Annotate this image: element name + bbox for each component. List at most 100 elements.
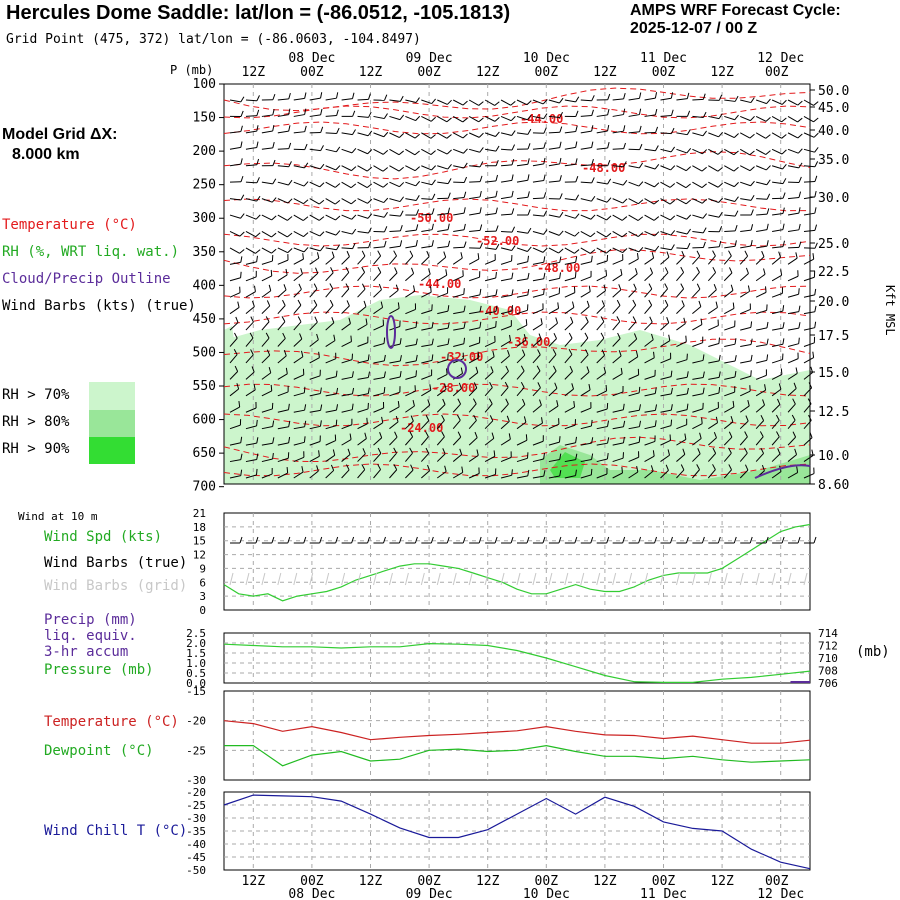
wind-barb-shaft bbox=[580, 306, 590, 315]
wind-barb-shaft bbox=[373, 325, 384, 331]
grid-wind-barb bbox=[755, 572, 760, 586]
wind-barb-shaft bbox=[421, 229, 433, 232]
wind-barb-feather bbox=[654, 387, 657, 394]
wind-barb-feather bbox=[782, 223, 785, 230]
sfc-wind-barb-feather bbox=[606, 536, 610, 544]
wind-barb-shaft bbox=[261, 130, 273, 134]
wind-barb-shaft bbox=[564, 459, 576, 463]
wind-barb-shaft bbox=[771, 292, 783, 298]
wind-barb-shaft bbox=[484, 356, 495, 364]
wind-barb-feather bbox=[654, 404, 658, 411]
wind-barb-shaft bbox=[309, 375, 321, 380]
wind-barb-shaft bbox=[437, 374, 448, 380]
wind-barb-shaft bbox=[516, 196, 528, 200]
wind-barb-feather bbox=[430, 286, 432, 293]
wind-barb-feather bbox=[715, 416, 719, 423]
wind-barb-shaft bbox=[405, 326, 417, 331]
wind-barb-feather bbox=[636, 466, 639, 473]
wind-barb-feather bbox=[792, 431, 797, 438]
wind-barb-feather bbox=[303, 386, 306, 393]
rh-key-80-label: RH > 80% bbox=[2, 414, 70, 430]
wind-barb-shaft bbox=[357, 288, 366, 298]
wind-barb-shaft bbox=[755, 148, 767, 155]
wind-barb-feather bbox=[730, 415, 734, 422]
wind-barb-shaft bbox=[453, 148, 464, 154]
wind-y-tick: 21 bbox=[193, 507, 206, 520]
wind-barb-feather bbox=[605, 232, 612, 238]
height-tick-label: 8.60 bbox=[818, 478, 849, 493]
wind-barb-shaft bbox=[803, 132, 815, 138]
wind-barb-shaft bbox=[501, 148, 513, 151]
wind-barb-shaft bbox=[676, 341, 687, 347]
wind-barb-feather bbox=[335, 404, 339, 411]
wind-barb-feather bbox=[798, 207, 801, 214]
wind-barb-feather bbox=[511, 226, 516, 233]
wind-barb-shaft bbox=[516, 457, 528, 463]
wind-barb-feather bbox=[288, 420, 291, 427]
wind-barb-feather bbox=[329, 283, 334, 290]
model-grid-value: 8.000 km bbox=[12, 146, 80, 163]
wind-barb-shaft bbox=[740, 326, 751, 331]
wind-barb-shaft bbox=[341, 148, 353, 154]
wind-barb-shaft bbox=[771, 165, 783, 170]
wind-barb-feather bbox=[623, 125, 626, 132]
wind-barb-shaft bbox=[293, 114, 305, 117]
wind-barb-feather bbox=[543, 229, 548, 235]
grid-wind-barb bbox=[612, 572, 617, 586]
wind-barb-shaft bbox=[245, 164, 257, 167]
wind-barb-feather bbox=[240, 158, 243, 165]
wind-barb-shaft bbox=[644, 148, 656, 152]
sfc-wind-barb-feather bbox=[271, 536, 275, 544]
wind-barb-feather bbox=[383, 371, 386, 378]
wind-barb-feather bbox=[266, 349, 271, 356]
wind-barb-feather bbox=[653, 199, 660, 205]
wind-barb-feather bbox=[504, 381, 509, 388]
wind-barb-shaft bbox=[708, 246, 720, 249]
wind-barb-feather bbox=[319, 182, 325, 188]
wind-barb-shaft bbox=[261, 458, 273, 463]
wind-barb-feather bbox=[554, 382, 558, 389]
wind-barb-feather bbox=[443, 251, 447, 258]
wind-barb-shaft bbox=[708, 115, 720, 120]
grid-wind-barb bbox=[436, 572, 441, 586]
wind-barb-shaft bbox=[628, 247, 640, 253]
wind-barb-shaft bbox=[277, 391, 289, 397]
height-tick-label: 10.0 bbox=[818, 449, 849, 464]
wind-barb-feather bbox=[650, 465, 654, 472]
wind-barb-shaft bbox=[325, 214, 336, 221]
wind-barb-feather bbox=[632, 316, 637, 323]
wind-barb-feather bbox=[734, 355, 737, 362]
height-tick-label: 12.5 bbox=[818, 405, 849, 420]
pressure-y-tick: 712 bbox=[818, 640, 838, 653]
wind-barb-feather bbox=[697, 448, 701, 454]
wind-barb-feather bbox=[272, 93, 276, 100]
wind-barb-feather bbox=[606, 215, 612, 221]
wind-barb-shaft bbox=[803, 420, 812, 430]
wind-barb-shaft bbox=[723, 272, 733, 282]
wind-barb-feather bbox=[447, 305, 450, 312]
bottom-hour-label: 00Z bbox=[417, 874, 441, 889]
wind-barb-shaft bbox=[596, 321, 605, 331]
wind-barb-shaft bbox=[325, 231, 337, 236]
wind-barb-feather bbox=[680, 266, 685, 273]
grid-wind-barb bbox=[420, 572, 425, 586]
wind-barb-feather bbox=[256, 141, 259, 148]
wind-barb-shaft bbox=[277, 214, 288, 221]
wind-barb-feather bbox=[813, 132, 819, 138]
wind-barb-shaft bbox=[644, 393, 656, 397]
wind-barb-feather bbox=[538, 333, 542, 340]
wind-barb-shaft bbox=[771, 373, 783, 380]
wind-barb-feather bbox=[366, 183, 373, 189]
legend-wind-chill: Wind Chill T (°C) bbox=[44, 823, 188, 839]
wind-barb-shaft bbox=[245, 321, 254, 331]
wind-barb-shaft bbox=[771, 148, 783, 155]
wind-barb-shaft bbox=[309, 392, 321, 397]
wind-barb-shaft bbox=[389, 290, 399, 298]
wind-barb-feather bbox=[572, 301, 575, 308]
wind-barb-shaft bbox=[261, 442, 273, 446]
wind-barb-shaft bbox=[357, 272, 366, 282]
wind-barb-feather bbox=[272, 420, 275, 427]
wind-barb-feather bbox=[616, 299, 621, 306]
sounding-frame bbox=[223, 83, 811, 485]
wind-barb-shaft bbox=[421, 213, 433, 216]
